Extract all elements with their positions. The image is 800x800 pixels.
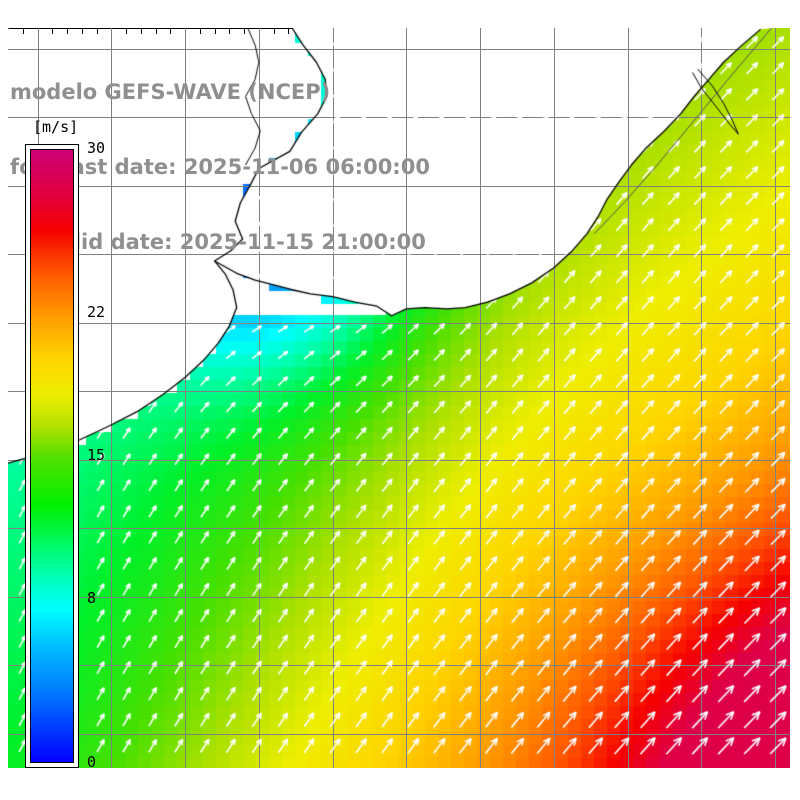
colorbar-tick-label: 22 [87,302,106,321]
graticule [8,28,790,768]
gridline-lon [628,28,629,768]
gridline-lon [554,28,555,768]
gridline-lat [8,665,790,666]
gridline-lat [8,597,790,598]
gridline-lon [111,28,112,768]
gridline-lat [8,49,790,50]
gridline-lon [701,28,702,768]
gridline-lon [775,28,776,768]
gridline-lat [8,460,790,461]
gridline-lat [8,391,790,392]
map-plot-area[interactable]: 31S32S33S34S35S36S37S38S39S40S41S61W60W5… [8,28,790,768]
gridline-lat [8,117,790,118]
gridline-lat [8,186,790,187]
gridline-lon [406,28,407,768]
colorbar-tick-label: 8 [87,589,97,608]
colorbar-tick-label: 15 [87,446,106,464]
colorbar-gradient [30,149,74,763]
gridline-lon [480,28,481,768]
gridline-lat [8,254,790,255]
gridline-lon [333,28,334,768]
gridline-lat [8,323,790,324]
colorbar-tick-label: 30 [87,139,106,157]
gridline-lon [185,28,186,768]
colorbar-tick-label: 0 [87,753,97,771]
gridline-lat [8,734,790,735]
gridline-lon [259,28,260,768]
gridline-lat [8,528,790,529]
colorbar-unit-label: [m/s] [33,118,79,136]
colorbar-frame [25,144,79,768]
